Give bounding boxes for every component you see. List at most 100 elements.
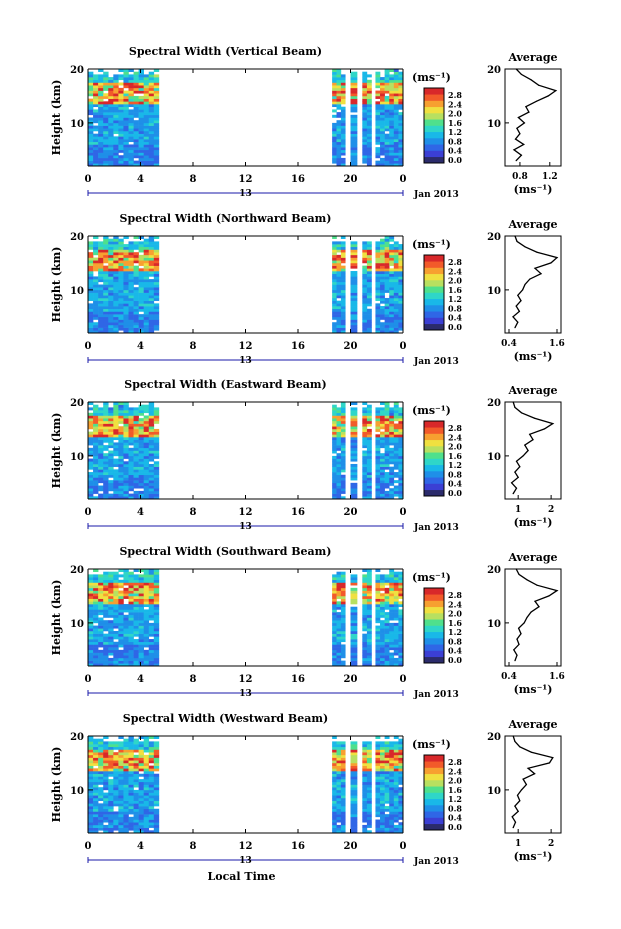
heatmap-cell [350,437,358,441]
heatmap-cell [375,582,381,586]
heatmap-cell [118,816,124,820]
heatmap-cell [93,477,99,481]
heatmap-cell [133,442,139,446]
heatmap-cell [336,472,342,476]
heatmap-cell [153,160,160,164]
heatmap-cell [332,614,337,618]
heatmap-cell [98,577,104,581]
heatmap-cell [143,598,150,602]
heatmap-cell [143,614,150,618]
heatmap-cell [389,163,395,167]
heatmap-cell [138,757,144,761]
heatmap-cell [375,628,381,632]
heatmap-cell [98,279,104,283]
heatmap-cell [98,639,104,643]
heatmap-cell [393,260,399,264]
heatmap-cell [133,633,139,637]
heatmap-cell [108,412,114,416]
heatmap-cell [332,771,337,775]
heatmap-cell [113,330,119,334]
heatmap-cell [123,620,129,624]
heatmap-cell [389,306,395,310]
heatmap-cell [350,792,358,796]
heatmap-cell [336,455,342,459]
heatmap-cell [98,85,104,89]
heatmap-cell [398,262,404,266]
date-label: Jan 2013 [413,190,459,200]
heatmap-cell [148,254,155,258]
heatmap-cell [123,746,129,750]
average-point [523,122,526,124]
heatmap-cell [133,139,139,143]
heatmap-cell [340,814,346,818]
heatmap-cell [393,79,399,83]
colorbar-tick-label: 1.2 [448,294,462,304]
heatmap-cell [148,622,155,626]
heatmap-cell [108,160,114,164]
heatmap-cell [332,652,337,656]
heatmap-cell [380,789,385,793]
heatmap-cell [362,773,368,777]
heatmap-cell [133,655,139,659]
heatmap-cell [362,254,368,258]
heatmap-cell [108,784,114,788]
heatmap-cell [362,322,368,326]
heatmap-cell [128,437,134,441]
heatmap-cell [384,442,390,446]
heatmap-cell [380,628,385,632]
heatmap-cell [148,426,155,430]
heatmap-cell [103,577,109,581]
heatmap-cell [350,297,358,301]
heatmap-cell [366,244,372,248]
heatmap-cell [93,458,99,462]
heatmap-cell [375,450,381,454]
heatmap-cell [88,830,94,834]
heatmap-cell [393,71,399,75]
heatmap-cell [384,628,390,632]
heatmap-cell [366,141,372,145]
heatmap-cell [113,442,119,446]
heatmap-cell [118,824,124,828]
x-tick-label: 4 [137,174,144,185]
heatmap-cell [123,477,129,481]
heatmap-cell [380,463,385,467]
colorbar-unit: (ms⁻¹) [412,738,451,751]
heatmap-cell [103,771,109,775]
heatmap-cell [384,101,390,105]
heatmap-cell [133,71,139,75]
heatmap-cell [103,257,109,261]
heatmap-cell [98,604,104,608]
heatmap-cell [384,90,390,94]
heatmap-cell [336,445,342,449]
heatmap-cell [332,157,337,161]
heatmap-cell [133,469,139,473]
heatmap-cell [88,136,94,140]
heatmap-cell [332,781,337,785]
heatmap-cell [133,316,139,320]
heatmap-cell [98,754,104,758]
heatmap-cell [366,824,372,828]
heatmap-cell [153,144,160,148]
heatmap-cell [98,428,104,432]
colorbar-swatch [424,317,444,325]
heatmap-cell [375,279,381,283]
heatmap-cell [398,71,404,75]
heatmap-cell [108,771,114,775]
heatmap-cell [380,133,385,137]
heatmap-cell [93,660,99,664]
heatmap-cell [143,133,150,137]
heatmap-cell [143,746,150,750]
heatmap-cell [143,612,150,616]
heatmap-cell [123,496,129,500]
heatmap-cell [384,139,390,143]
heatmap-cell [350,257,358,261]
heatmap-cell [350,327,358,331]
heatmap-cell [88,762,94,766]
x-tick-label: 8 [190,507,197,518]
heatmap-cell [389,157,395,161]
heatmap-cell [123,300,129,304]
heatmap-cell [108,609,114,613]
heatmap-cell [118,98,124,102]
heatmap-cell [362,297,368,301]
heatmap-cell [103,412,109,416]
